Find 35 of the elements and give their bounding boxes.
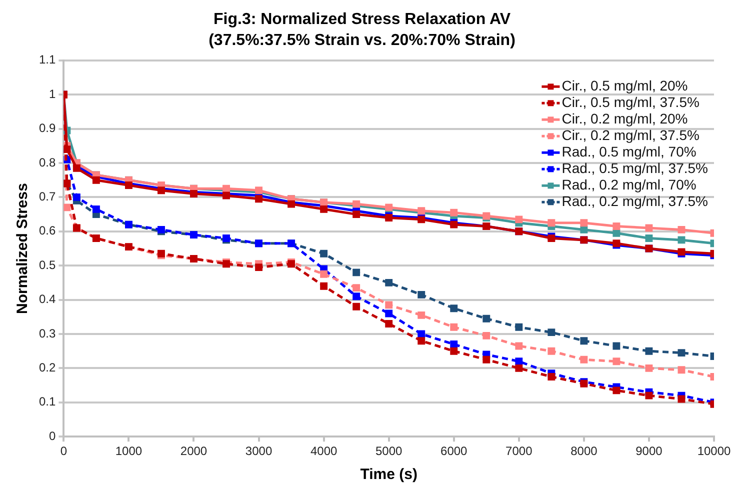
legend-label: Cir., 0.5 mg/ml, 20% bbox=[562, 78, 688, 94]
y-tick-label: 0.4 bbox=[38, 292, 56, 306]
legend-label: Rad., 0.2 mg/ml, 70% bbox=[562, 176, 696, 193]
legend-label: Cir., 0.5 mg/ml, 37.5% bbox=[562, 94, 700, 110]
y-tick-label: 0.7 bbox=[38, 190, 56, 204]
x-tick-label: 4000 bbox=[310, 444, 338, 458]
x-tick-label: 0 bbox=[60, 444, 68, 458]
chart-subtitle: (37.5%:37.5% Strain vs. 20%:70% Strain) bbox=[208, 32, 516, 50]
y-tick-label: 0 bbox=[48, 428, 56, 443]
legend-label: Cir., 0.2 mg/ml, 37.5% bbox=[562, 127, 700, 144]
y-tick-label: 1 bbox=[48, 86, 56, 101]
y-tick-label: 0.1 bbox=[38, 394, 56, 409]
x-tick-label: 9000 bbox=[636, 444, 663, 458]
legend-label: Rad., 0.5 mg/ml, 37.5% bbox=[562, 160, 708, 176]
legend-label: Rad., 0.5 mg/ml, 70% bbox=[562, 144, 696, 160]
x-tick-label: 5000 bbox=[375, 444, 403, 458]
y-tick-label: 0.8 bbox=[38, 155, 56, 170]
y-axis-title: Normalized Stress bbox=[14, 183, 32, 314]
x-tick-label: 6000 bbox=[440, 444, 468, 458]
x-axis-title: Time (s) bbox=[360, 466, 418, 484]
chart-title: Fig.3: Normalized Stress Relaxation AV bbox=[214, 11, 511, 28]
legend-label: Rad., 0.2 mg/ml, 37.5% bbox=[562, 193, 708, 210]
x-tick-label: 10000 bbox=[697, 444, 732, 458]
y-tick-label: 0.9 bbox=[38, 121, 56, 136]
y-tick-label: 1.1 bbox=[38, 52, 56, 67]
y-tick-label: 0.2 bbox=[38, 360, 56, 375]
legend-label: Cir., 0.2 mg/ml, 20% bbox=[562, 110, 688, 127]
y-tick-label: 0.6 bbox=[38, 224, 56, 238]
x-tick-label: 1000 bbox=[115, 444, 142, 458]
y-tick-label: 0.3 bbox=[38, 326, 56, 340]
y-tick-label: 0.5 bbox=[38, 258, 56, 272]
x-tick-label: 2000 bbox=[180, 444, 208, 458]
x-tick-label: 8000 bbox=[570, 444, 598, 458]
x-tick-label: 7000 bbox=[506, 444, 533, 458]
x-tick-label: 3000 bbox=[245, 444, 272, 458]
